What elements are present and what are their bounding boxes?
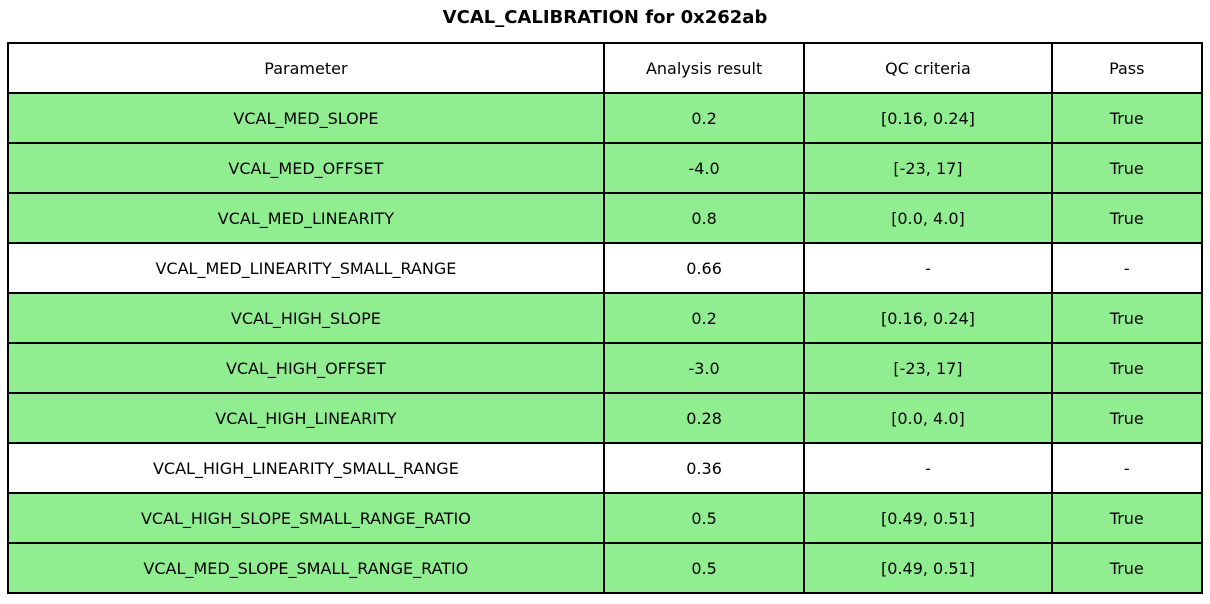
table-row: VCAL_MED_SLOPE_SMALL_RANGE_RATIO 0.5 [0.49… — [7, 542, 1204, 594]
column-header-analysis-result: Analysis result — [602, 42, 806, 94]
cell-analysis-result: 0.2 — [602, 92, 806, 144]
cell-pass: - — [1050, 242, 1204, 294]
cell-qc-criteria: [0.49, 0.51] — [803, 542, 1053, 594]
cell-qc-criteria: [0.0, 4.0] — [803, 192, 1053, 244]
cell-qc-criteria: [-23, 17] — [803, 342, 1053, 394]
cell-pass: True — [1050, 342, 1204, 394]
cell-qc-criteria: - — [803, 442, 1053, 494]
figure-title: VCAL_CALIBRATION for 0x262ab — [442, 7, 768, 28]
cell-analysis-result: 0.5 — [602, 492, 806, 544]
cell-analysis-result: 0.66 — [602, 242, 806, 294]
cell-parameter: VCAL_MED_OFFSET — [7, 142, 605, 194]
cell-parameter: VCAL_HIGH_OFFSET — [7, 342, 605, 394]
cell-qc-criteria: [0.49, 0.51] — [803, 492, 1053, 544]
cell-analysis-result: 0.36 — [602, 442, 806, 494]
cell-analysis-result: 0.28 — [602, 392, 806, 444]
cell-analysis-result: 0.8 — [602, 192, 806, 244]
cell-pass: - — [1050, 442, 1204, 494]
cell-pass: True — [1050, 142, 1204, 194]
cell-parameter: VCAL_HIGH_LINEARITY — [7, 392, 605, 444]
column-header-parameter: Parameter — [7, 42, 605, 94]
cell-parameter: VCAL_MED_SLOPE_SMALL_RANGE_RATIO — [7, 542, 605, 594]
table-body: VCAL_MED_SLOPE 0.2 [0.16, 0.24] True VCAL_ME… — [7, 92, 1204, 594]
cell-pass: True — [1050, 292, 1204, 344]
cell-parameter: VCAL_HIGH_LINEARITY_SMALL_RANGE — [7, 442, 605, 494]
table-row: VCAL_HIGH_LINEARITY 0.28 [0.0, 4.0] True — [7, 392, 1204, 444]
cell-analysis-result: 0.2 — [602, 292, 806, 344]
cell-qc-criteria: - — [803, 242, 1053, 294]
column-header-qc-criteria: QC criteria — [803, 42, 1053, 94]
cell-pass: True — [1050, 492, 1204, 544]
table-row: VCAL_HIGH_SLOPE 0.2 [0.16, 0.24] True — [7, 292, 1204, 344]
table-row: VCAL_HIGH_LINEARITY_SMALL_RANGE 0.36- - — [7, 442, 1204, 494]
cell-parameter: VCAL_MED_LINEARITY_SMALL_RANGE — [7, 242, 605, 294]
cell-pass: True — [1050, 392, 1204, 444]
cell-parameter: VCAL_MED_SLOPE — [7, 92, 605, 144]
cell-parameter: VCAL_MED_LINEARITY — [7, 192, 605, 244]
cell-pass: True — [1050, 542, 1204, 594]
table-row: VCAL_HIGH_OFFSET -3.0 [-23, 17] True — [7, 342, 1204, 394]
cell-qc-criteria: [0.16, 0.24] — [803, 92, 1053, 144]
header-row: Parameter Analysis result QC criteria Pa… — [7, 42, 1204, 94]
cell-qc-criteria: [-23, 17] — [803, 142, 1053, 194]
column-header-pass: Pass — [1050, 42, 1204, 94]
cell-pass: True — [1050, 192, 1204, 244]
cell-parameter: VCAL_HIGH_SLOPE_SMALL_RANGE_RATIO — [7, 492, 605, 544]
cell-qc-criteria: [0.16, 0.24] — [803, 292, 1053, 344]
cell-analysis-result: 0.5 — [602, 542, 806, 594]
table-row: VCAL_MED_LINEARITY_SMALL_RANGE 0.66- - — [7, 242, 1204, 294]
cell-pass: True — [1050, 92, 1204, 144]
table-row: VCAL_MED_SLOPE 0.2 [0.16, 0.24] True — [7, 92, 1204, 144]
qc-results-table: Parameter Analysis result QC criteria Pa… — [7, 42, 1204, 594]
table-row: VCAL_MED_LINEARITY 0.8 [0.0, 4.0] True — [7, 192, 1204, 244]
cell-analysis-result: -4.0 — [602, 142, 806, 194]
cell-analysis-result: -3.0 — [602, 342, 806, 394]
table-row: VCAL_MED_OFFSET -4.0 [-23, 17] True — [7, 142, 1204, 194]
table-row: VCAL_HIGH_SLOPE_SMALL_RANGE_RATIO 0.5 [0.4… — [7, 492, 1204, 544]
cell-qc-criteria: [0.0, 4.0] — [803, 392, 1053, 444]
qc-calibration-figure: VCAL_CALIBRATION for 0x262ab Parameter A… — [0, 7, 1210, 604]
cell-parameter: VCAL_HIGH_SLOPE — [7, 292, 605, 344]
